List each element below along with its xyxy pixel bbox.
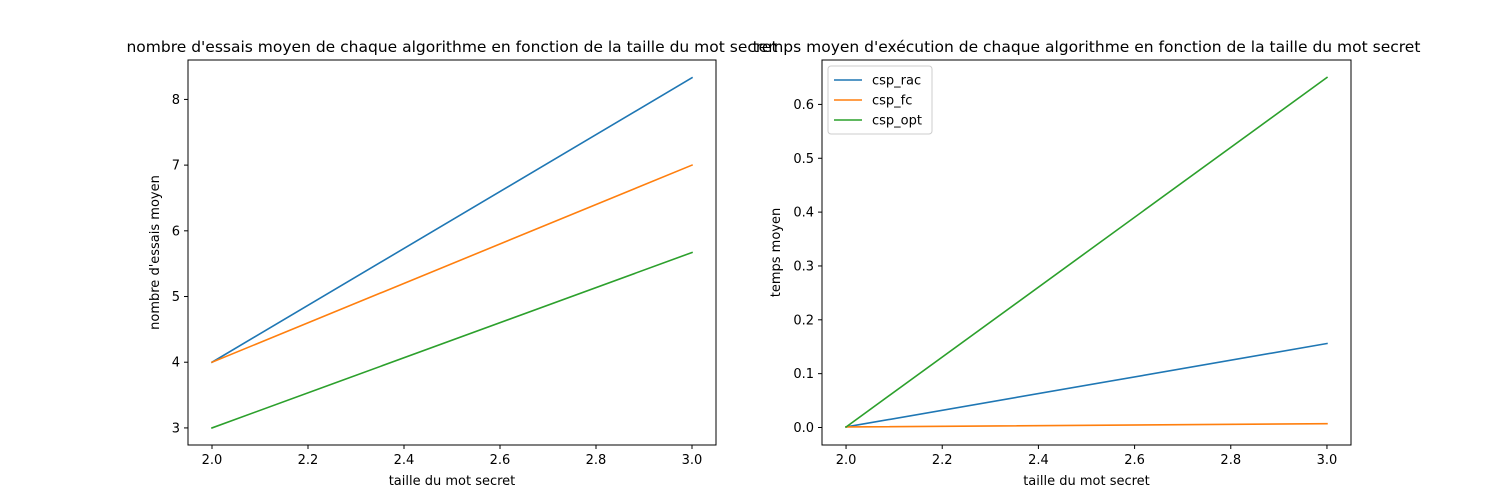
left-chart-x-tick-label: 3.0: [682, 453, 703, 468]
right-chart-axes-frame: [821, 59, 1352, 446]
right-chart-y-tick-label: 0.4: [793, 206, 814, 221]
left-chart: 2.0 2.2 2.4 2.6 2.8 3.0 3 4 5 6 7 8 taille du mot se…: [126, 38, 777, 489]
left-chart-axes-frame: [187, 59, 717, 446]
right-chart-y-axis-label: temps moyen: [769, 208, 784, 297]
right-chart-legend: csp_rac csp_fc csp_opt: [827, 65, 933, 135]
right-chart-series-line-csp_rac: [845, 342, 1328, 428]
right-chart-y-tick-label: 0.0: [793, 421, 814, 436]
right-chart-x-tick-label: 3.0: [1317, 453, 1338, 468]
right-chart-x-tick-label: 2.0: [836, 453, 857, 468]
left-chart-y-tick-label: 4: [172, 356, 180, 371]
right-chart-y-tick-label: 0.6: [793, 98, 814, 113]
left-chart-x-tick-label: 2.8: [586, 453, 607, 468]
right-chart-x-tick-label: 2.8: [1220, 453, 1241, 468]
left-chart-series-line-1: [210, 76, 694, 364]
left-chart-y-tick-label: 3: [172, 421, 180, 436]
left-chart-series-line-3: [210, 251, 694, 429]
left-chart-y-axis-label: nombre d'essais moyen: [148, 175, 163, 330]
left-chart-x-tick-label: 2.6: [490, 453, 511, 468]
left-chart-y-tick-label: 6: [172, 224, 180, 239]
right-chart-y-tick-label: 0.2: [793, 313, 814, 328]
right-chart-x-tick-label: 2.4: [1028, 453, 1049, 468]
right-chart-legend-label-csp_fc: csp_fc: [872, 94, 912, 109]
right-chart-legend-label-csp_opt: csp_opt: [872, 114, 922, 129]
right-chart-legend-label-csp_rac: csp_rac: [872, 74, 921, 89]
right-chart-x-axis-label: taille du mot secret: [1023, 474, 1150, 489]
right-chart-y-tick-label: 0.5: [793, 152, 814, 167]
left-chart-title: nombre d'essais moyen de chaque algorith…: [126, 38, 777, 56]
left-chart-x-tick-label: 2.4: [394, 453, 415, 468]
right-chart-x-tick-label: 2.6: [1124, 453, 1145, 468]
left-chart-y-tick-label: 7: [172, 159, 180, 174]
left-chart-x-tick-label: 2.0: [202, 453, 223, 468]
left-chart-x-tick-label: 2.2: [298, 453, 319, 468]
left-chart-series-line-2: [210, 164, 694, 364]
right-chart-x-tick-label: 2.2: [932, 453, 953, 468]
right-chart-legend-box: [827, 65, 933, 135]
right-chart-title: temps moyen d'exécution de chaque algori…: [753, 38, 1421, 56]
right-chart-series-line-csp_fc: [845, 422, 1328, 428]
left-chart-y-tick-label: 8: [172, 93, 180, 108]
right-chart-series-line-csp_opt: [844, 76, 1329, 429]
left-chart-x-axis-label: taille du mot secret: [389, 474, 516, 489]
left-chart-y-tick-label: 5: [172, 290, 180, 305]
right-chart: 2.0 2.2 2.4 2.6 2.8 3.0 0.0 0.1 0.2 0.3 0.4 0.5 0.6 t…: [753, 38, 1421, 489]
right-chart-y-tick-label: 0.1: [793, 367, 814, 382]
right-chart-y-tick-label: 0.3: [793, 259, 814, 274]
